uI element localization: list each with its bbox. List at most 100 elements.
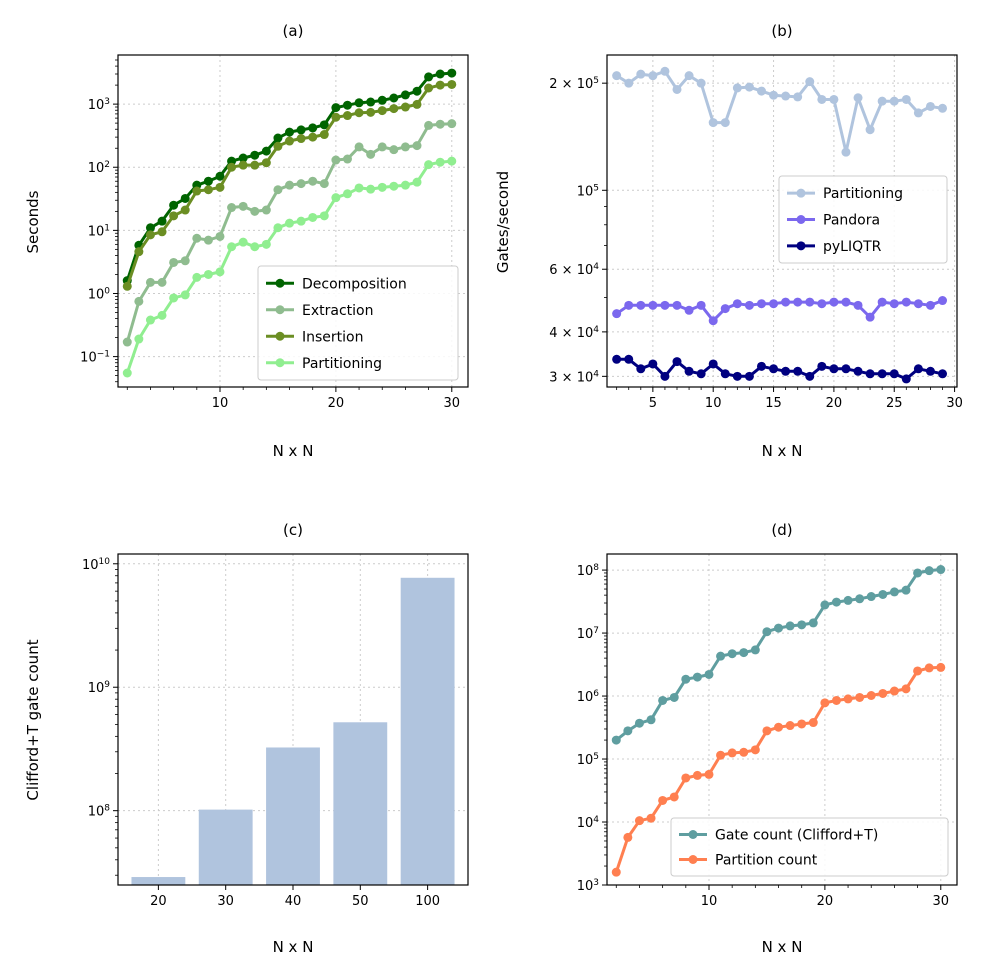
- data-point: [354, 142, 364, 152]
- data-point: [797, 620, 807, 630]
- data-point: [424, 83, 434, 93]
- data-point: [319, 179, 329, 189]
- panel-c-ylabel: Clifford+T gate count: [24, 639, 42, 800]
- x-tick-label: 50: [352, 894, 369, 909]
- data-point: [261, 239, 271, 249]
- data-point: [366, 184, 376, 194]
- data-point: [853, 366, 863, 376]
- panel-a-series-decomposition: [122, 68, 457, 286]
- data-point: [938, 103, 948, 113]
- data-point: [331, 155, 341, 165]
- x-tick-label: 40: [285, 894, 302, 909]
- data-point: [831, 597, 841, 607]
- data-point: [720, 304, 730, 314]
- data-point: [793, 297, 803, 307]
- data-point: [122, 337, 132, 347]
- data-point: [732, 83, 742, 93]
- series-line: [615, 299, 944, 323]
- data-point: [913, 299, 923, 309]
- data-point: [855, 692, 865, 702]
- panel-b-series-partitioning: [612, 66, 948, 157]
- data-point: [215, 267, 225, 277]
- panel-a-title: (a): [283, 22, 304, 40]
- data-point: [889, 587, 899, 597]
- data-point: [865, 312, 875, 322]
- data-point: [238, 201, 248, 211]
- data-point: [331, 112, 341, 122]
- y-tick-label: 108: [577, 563, 600, 579]
- data-point: [720, 369, 730, 379]
- y-tick-label: 108: [88, 804, 111, 820]
- data-point: [447, 156, 457, 166]
- data-point: [756, 361, 766, 371]
- data-point: [227, 242, 237, 252]
- data-point: [319, 120, 329, 130]
- data-point: [215, 182, 225, 192]
- data-point: [925, 101, 935, 111]
- data-point: [785, 721, 795, 731]
- data-point: [308, 123, 318, 133]
- data-point: [435, 119, 445, 129]
- data-point: [877, 369, 887, 379]
- panel-d-ticks: 10 20 30 103 104 105 106 107 108: [577, 563, 949, 909]
- data-point: [354, 183, 364, 193]
- legend-swatch-marker: [275, 278, 285, 288]
- data-point: [342, 100, 352, 110]
- data-point: [250, 206, 260, 216]
- data-point: [366, 149, 376, 159]
- data-point: [853, 300, 863, 310]
- data-point: [285, 127, 295, 137]
- data-point: [308, 176, 318, 186]
- data-point: [400, 142, 410, 152]
- panel-a-ylabel: Seconds: [24, 190, 42, 253]
- data-point: [435, 80, 445, 90]
- data-point: [901, 297, 911, 307]
- data-point: [781, 91, 791, 101]
- data-point: [435, 157, 445, 167]
- data-point: [377, 95, 387, 105]
- data-point: [648, 300, 658, 310]
- data-point: [145, 230, 155, 240]
- data-point: [319, 211, 329, 221]
- data-point: [192, 186, 202, 196]
- data-point: [611, 867, 621, 877]
- x-tick-label: 5: [649, 396, 657, 411]
- data-point: [612, 309, 622, 319]
- panel-d-title: (d): [771, 521, 792, 539]
- data-point: [808, 618, 818, 628]
- panel-d-series-gate-count-clifford-t-: [611, 565, 946, 745]
- data-point: [684, 71, 694, 81]
- y-tick-label: 106: [577, 689, 600, 705]
- data-point: [660, 371, 670, 381]
- y-tick-label: 104: [577, 815, 600, 831]
- bar-50: [333, 722, 388, 885]
- data-point: [331, 103, 341, 113]
- panel-b-ticks: 5 10 15 20 25 30 3 × 104 4 × 104 6 × 104 105 2 × 1…: [549, 76, 963, 411]
- data-point: [400, 90, 410, 100]
- panel-d-legend: Gate count (Clifford+T) Partition count: [670, 817, 949, 877]
- data-point: [238, 237, 248, 247]
- data-point: [704, 669, 714, 679]
- data-point: [308, 132, 318, 142]
- data-point: [389, 104, 399, 114]
- data-point: [285, 218, 295, 228]
- data-point: [808, 718, 818, 728]
- bar-40: [266, 747, 320, 885]
- legend-label: Partitioning: [302, 356, 382, 372]
- data-point: [296, 179, 306, 189]
- data-point: [936, 662, 946, 672]
- data-point: [145, 277, 155, 287]
- data-point: [913, 364, 923, 374]
- data-point: [901, 585, 911, 595]
- data-point: [273, 223, 283, 233]
- y-tick-label: 107: [577, 626, 599, 642]
- x-tick-label: 10: [212, 396, 229, 411]
- data-point: [878, 688, 888, 698]
- data-point: [261, 158, 271, 168]
- y-tick-label: 102: [88, 160, 110, 176]
- data-point: [203, 235, 213, 245]
- data-point: [692, 770, 702, 780]
- data-point: [797, 719, 807, 729]
- data-point: [785, 621, 795, 631]
- legend-label: Decomposition: [302, 276, 407, 292]
